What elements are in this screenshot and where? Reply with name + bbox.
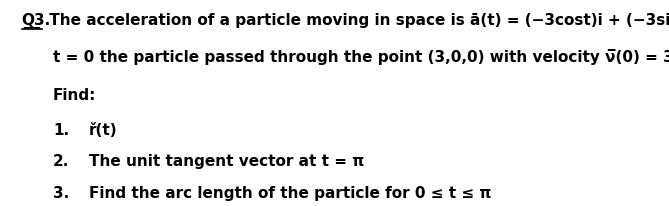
Text: 2.: 2. [53, 154, 70, 169]
Text: The unit tangent vector at t = π: The unit tangent vector at t = π [89, 154, 364, 169]
Text: t = 0 the particle passed through the point (3,0,0) with velocity ν̅(0) = 3j + 2: t = 0 the particle passed through the po… [53, 49, 669, 65]
Text: 3.: 3. [53, 186, 70, 201]
Text: Find the arc length of the particle for 0 ≤ t ≤ π: Find the arc length of the particle for … [89, 186, 492, 201]
Text: Q3.: Q3. [21, 13, 51, 28]
Text: Find:: Find: [53, 88, 96, 103]
Text: The acceleration of a particle moving in space is ā(t) = (−3cost)i + (−3sint)j a: The acceleration of a particle moving in… [44, 13, 669, 28]
Text: 1.: 1. [53, 123, 69, 138]
Text: ř(t): ř(t) [89, 123, 118, 138]
